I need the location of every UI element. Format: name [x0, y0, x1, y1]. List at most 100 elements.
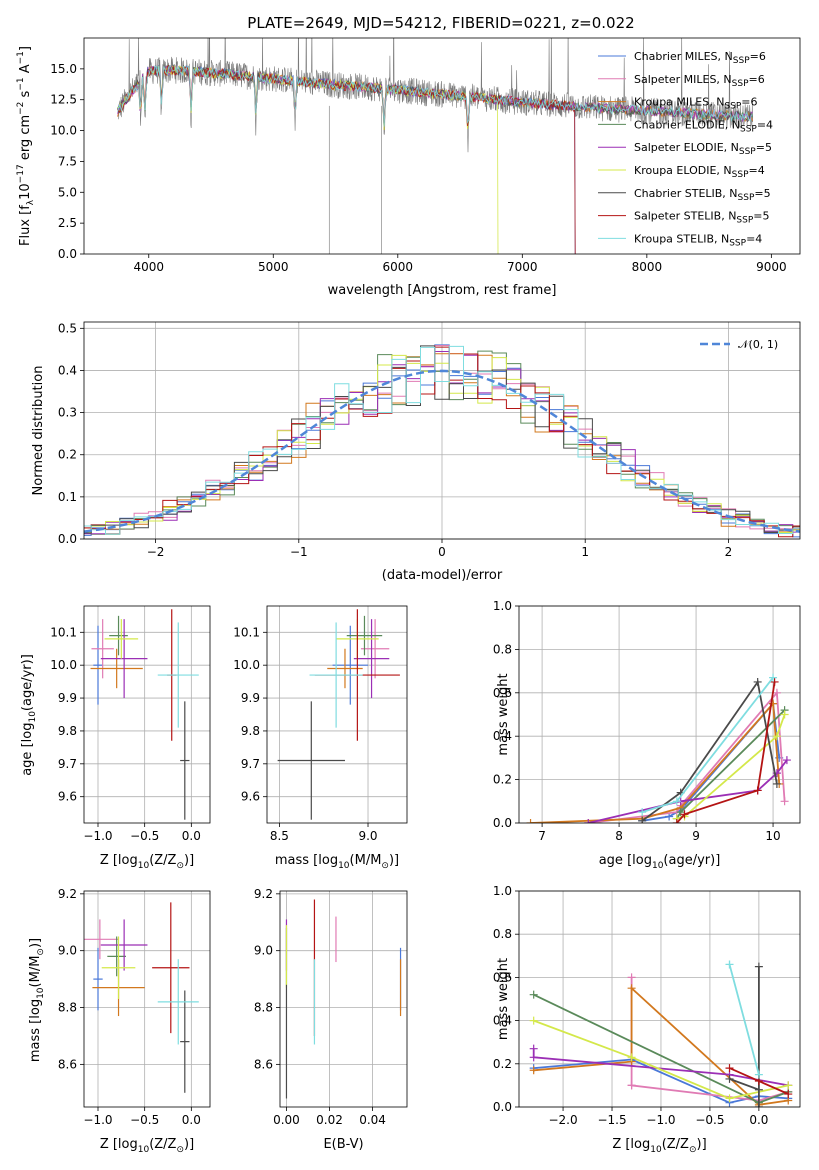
x-tick-label: 8 [615, 829, 623, 843]
weight-marker [772, 732, 781, 741]
data-point [180, 701, 190, 820]
y-tick-label: 0.0 [58, 532, 77, 546]
x-tick-label: 6000 [383, 260, 414, 274]
x-tick-label: 0 [438, 545, 446, 559]
label-part: Salpeter STELIB, N [634, 210, 736, 223]
label-part: =6 [750, 50, 766, 63]
y-tick-label: 0.4 [493, 1014, 512, 1028]
weight-marker [725, 1074, 734, 1083]
label-part: 10 [338, 861, 350, 871]
y-tick-label: 9.9 [241, 691, 260, 705]
label-part: (M/M [28, 956, 43, 988]
data-point [309, 622, 363, 728]
weight-marker [627, 973, 636, 982]
x-tick-label: −0.5 [130, 829, 159, 843]
x-tick-label: 9000 [756, 260, 787, 274]
y-axis-label: age [log10(age/yr)] [20, 654, 38, 776]
weight-series [676, 681, 776, 823]
label-part: ⊙ [689, 1145, 697, 1155]
y-tick-label: 9.6 [58, 790, 77, 804]
y-tick-label: 9.8 [241, 724, 260, 738]
residual-histogram: −2 −1 0 1 2 0.0 0.1 0.2 0.3 0.4 0.5 𝒩(0, 1) (data-mo… [31, 321, 801, 583]
data-point [152, 902, 190, 1034]
plot-content [84, 902, 199, 1093]
label-part: −17 [16, 164, 26, 183]
data-point [360, 619, 390, 679]
age-vs-mass-plot: 8.5 9.0 9.6 9.7 9.8 9.9 10.0 10.1 mass [log10(M/… [233, 605, 408, 871]
x-tick-label: 7000 [507, 260, 538, 274]
axes-frame [266, 605, 408, 824]
y-tick-label: 0.1 [58, 490, 77, 504]
plot-content [117, 38, 754, 254]
weight-marker [784, 1090, 793, 1099]
weight-marker [529, 1044, 538, 1053]
y-tick-label: 0.0 [493, 1100, 512, 1114]
axes-frame [83, 890, 211, 1108]
y-tick-label: 0.8 [493, 927, 512, 941]
label-part: SSP [738, 193, 755, 203]
plot-area [84, 606, 210, 823]
x-axis-label: Z [log10(Z/Z⊙)] [612, 1137, 706, 1155]
data-point [157, 622, 199, 728]
data-point [346, 615, 383, 656]
label-part: 10 [138, 1145, 150, 1155]
label-part: Z [log [100, 1137, 138, 1152]
plot-area [280, 891, 407, 1107]
x-tick-label: 0.0 [749, 1113, 768, 1127]
label-part: mass [log [28, 999, 43, 1062]
data-point [101, 936, 136, 999]
label-part: (age/yr)] [20, 654, 35, 711]
x-tick-label: 7 [538, 829, 546, 843]
label-part: )] [184, 1137, 194, 1152]
data-point [93, 947, 103, 1011]
weight-marker [529, 1016, 538, 1025]
model-spectrum [117, 64, 754, 124]
x-tick-label: 10 [765, 829, 780, 843]
x-tick-label: 8000 [632, 260, 663, 274]
label-part: ⊙ [176, 861, 184, 871]
label-part: 10 [18, 183, 33, 200]
y-tick-label: 8.6 [254, 1057, 273, 1071]
spectrum-plot: 4000 5000 6000 7000 8000 9000 0.0 2.5 5.0 7.5 10.0… [16, 37, 801, 298]
label-part: 10 [138, 861, 150, 871]
plot-content [84, 344, 800, 538]
x-axis-label: wavelength [Angstrom, rest frame] [328, 283, 557, 298]
weight-marker [770, 677, 779, 686]
model-spectrum [117, 65, 753, 129]
x-tick-label: −2.0 [548, 1113, 577, 1127]
x-tick-label: −1.5 [597, 1113, 626, 1127]
label-part: (Z/Z [662, 1137, 689, 1152]
axes: −2.0 −1.5 −1.0 −0.5 0.0 0.0 0.2 0.4 0.6 0.8 1.0 [493, 884, 800, 1127]
mass-vs-metallicity-plot: −1.0 −0.5 0.08.68.89.09.2Z [log10(Z/Z⊙)]ma… [28, 887, 211, 1155]
x-axis-label: mass [log10(M/M⊙)] [275, 853, 399, 871]
y-tick-label: 9.7 [58, 757, 77, 771]
data-point [180, 990, 190, 1093]
y-tick-label: 8.8 [58, 1001, 77, 1015]
y-tick-label: 0.4 [58, 363, 77, 377]
y-tick-label: 2.5 [58, 216, 77, 230]
weight-marker [754, 1085, 763, 1094]
plot-area [84, 891, 210, 1107]
y-tick-label: 9.0 [58, 944, 77, 958]
weight-marker [754, 1070, 763, 1079]
x-tick-label: −1.0 [83, 1113, 112, 1127]
weight-marker [529, 1053, 538, 1062]
label-part: )] [184, 853, 194, 868]
legend-label: Kroupa MILES, NSSP=6 [634, 96, 758, 112]
weight-marker [529, 1066, 538, 1075]
x-tick-label: 2 [725, 545, 733, 559]
plot-content [529, 960, 793, 1107]
y-tick-label: 0.2 [493, 773, 512, 787]
label-part: SSP [732, 170, 749, 180]
y-tick-label: 0.0 [493, 816, 512, 830]
label-part: ⊙ [381, 861, 389, 871]
axes: −1.0 −0.5 0.0 9.6 9.7 9.8 9.9 10.0 10.1 [50, 606, 210, 843]
y-tick-label: 8.6 [58, 1057, 77, 1071]
label-part: =5 [753, 210, 769, 223]
weight-vs-metallicity-plot: −2.0 −1.5 −1.0 −0.5 0.0 0.0 0.2 0.4 0.6 0.8 1.0 Z [… [493, 884, 801, 1155]
y-tick-label: 9.8 [58, 724, 77, 738]
y-tick-label: 9.6 [241, 790, 260, 804]
y-axis-label: mass weight [496, 673, 511, 755]
